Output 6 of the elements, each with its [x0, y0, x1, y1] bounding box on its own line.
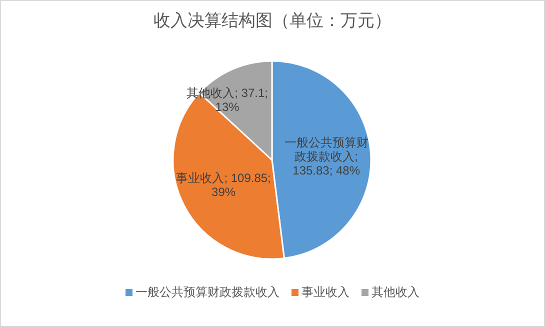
legend-label: 事业收入 — [302, 285, 350, 299]
legend-label: 其他收入 — [372, 285, 420, 299]
data-label: 事业收入; 109.85; 39% — [176, 170, 271, 199]
data-label: 一般公共预算财政拨款收入; 135.83; 48% — [284, 136, 368, 178]
legend-label: 一般公共预算财政拨款收入 — [136, 285, 280, 299]
chart-title: 收入决算结构图（单位：万元） — [154, 11, 392, 30]
